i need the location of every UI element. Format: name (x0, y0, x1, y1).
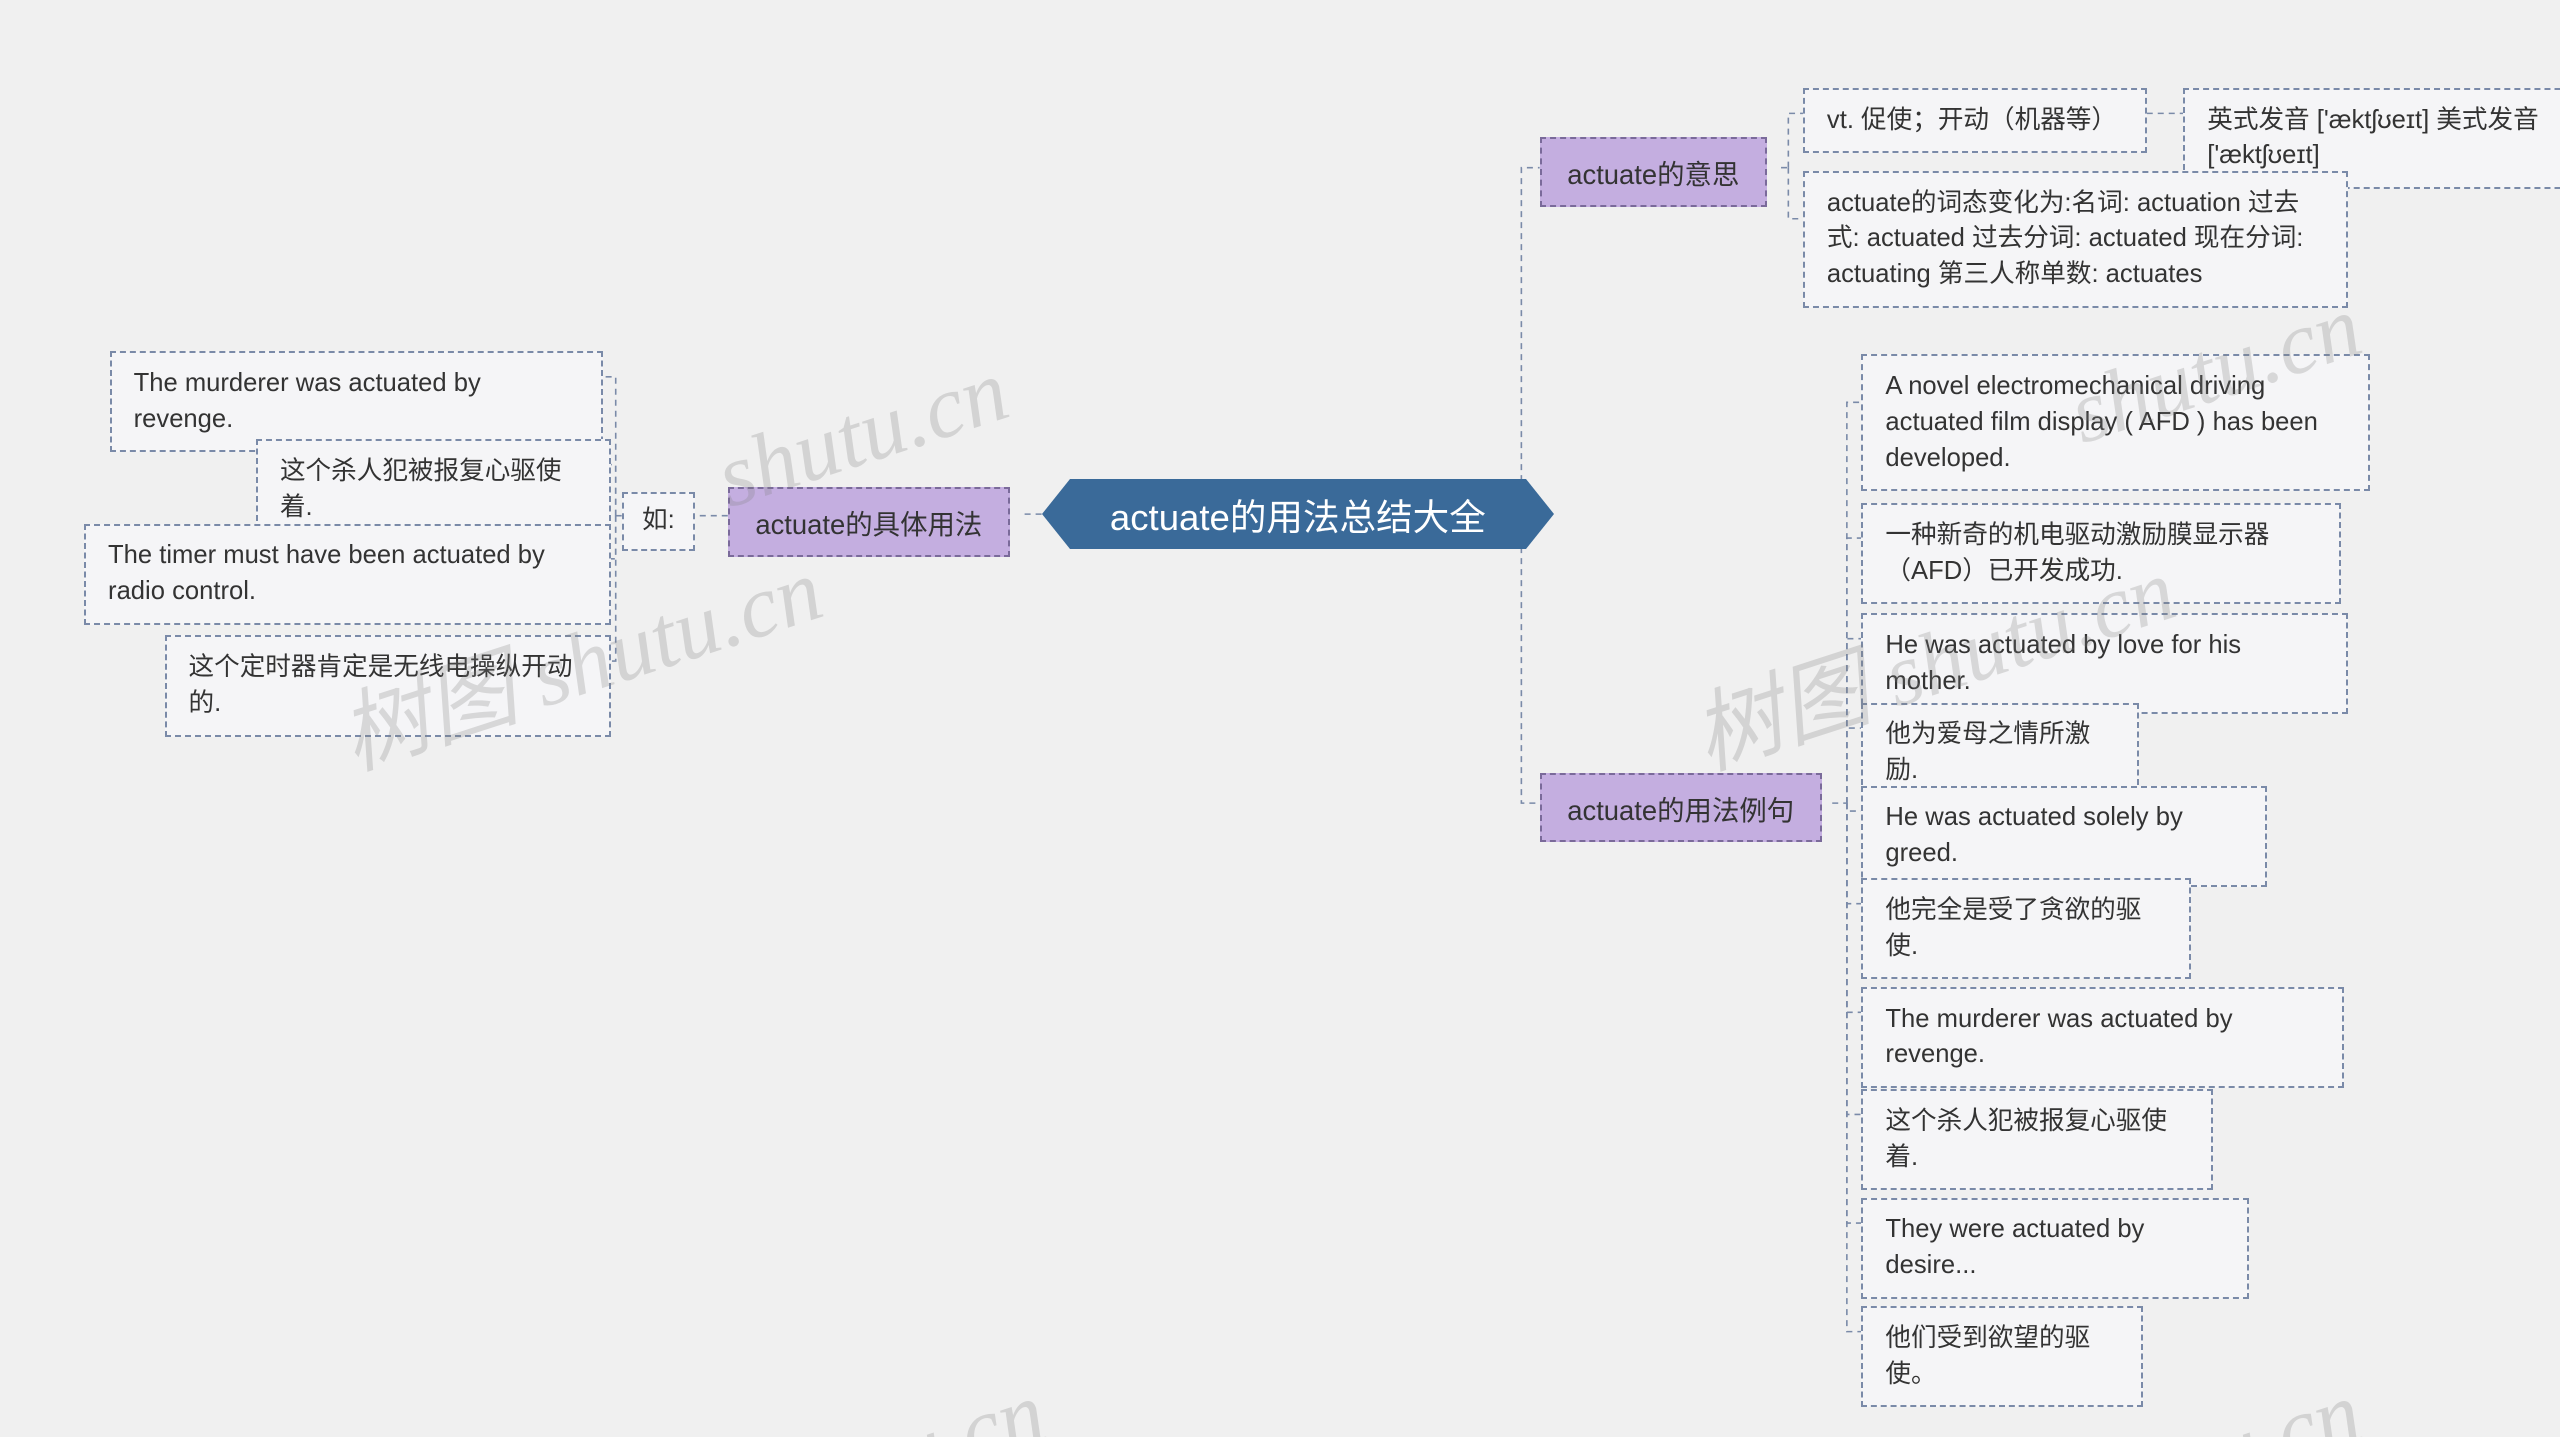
leaf-example-4: He was actuated solely by greed. (1861, 786, 2267, 887)
leaf-example-1-label: 一种新奇的机电驱动激励膜显示器（AFD）已开发成功. (1885, 518, 2316, 590)
leaf-meaning-2-label: actuate的词态变化为:名词: actuation 过去式: actuate… (1827, 186, 2324, 293)
leaf-example-3-label: 他为爱母之情所激励. (1885, 717, 2115, 789)
branch-usage-label: actuate的具体用法 (755, 502, 982, 542)
watermark-text: shutu.cn (742, 1363, 1056, 1437)
leaf-usage-2-label: The timer must have been actuated by rad… (108, 538, 587, 610)
leaf-example-2-label: He was actuated by love for his mother. (1885, 628, 2324, 700)
leaf-meaning-1-label: 英式发音 ['æktʃʊeɪt] 美式发音 ['æktʃʊeɪt] (2207, 103, 2560, 175)
leaf-example-6: The murderer was actuated by revenge. (1861, 987, 2344, 1088)
leaf-example-9-label: 他们受到欲望的驱使。 (1885, 1321, 2119, 1393)
leaf-example-0: A novel electromechanical driving actuat… (1861, 354, 2369, 491)
leaf-example-5-label: 他完全是受了贪欲的驱使. (1885, 893, 2166, 965)
root-label: actuate的用法总结大全 (1110, 488, 1486, 541)
leaf-usage-3-label: 这个定时器肯定是无线电操纵开动的. (189, 650, 587, 722)
leaf-usage-1-label: 这个杀人犯被报复心驱使着. (280, 454, 587, 526)
watermark: shutu.cn (741, 1361, 1057, 1437)
branch-meaning-label: actuate的意思 (1567, 152, 1739, 192)
leaf-usage-2: The timer must have been actuated by rad… (84, 524, 611, 625)
branch-meaning: actuate的意思 (1540, 137, 1767, 207)
leaf-usage-3: 这个定时器肯定是无线电操纵开动的. (165, 635, 611, 736)
branch-examples-label: actuate的用法例句 (1567, 788, 1794, 828)
leaf-example-1: 一种新奇的机电驱动激励膜显示器（AFD）已开发成功. (1861, 503, 2340, 604)
leaf-example-5: 他完全是受了贪欲的驱使. (1861, 878, 2190, 979)
leaf-example-8-label: They were actuated by desire... (1885, 1212, 2225, 1284)
leaf-example-7: 这个杀人犯被报复心驱使着. (1861, 1089, 2212, 1190)
leaf-example-8: They were actuated by desire... (1861, 1198, 2249, 1299)
node-ru: 如: (622, 492, 695, 551)
leaf-example-0-label: A novel electromechanical driving actuat… (1885, 369, 2345, 476)
leaf-example-2: He was actuated by love for his mother. (1861, 613, 2347, 714)
leaf-example-9: 他们受到欲望的驱使。 (1861, 1306, 2143, 1407)
leaf-meaning-2: actuate的词态变化为:名词: actuation 过去式: actuate… (1803, 171, 2348, 308)
leaf-usage-0: The murderer was actuated by revenge. (110, 351, 604, 452)
leaf-meaning-0-label: vt. 促使；开动（机器等） (1827, 103, 2117, 139)
leaf-example-4-label: He was actuated solely by greed. (1885, 800, 2243, 872)
leaf-meaning-0: vt. 促使；开动（机器等） (1803, 88, 2147, 153)
branch-examples: actuate的用法例句 (1540, 773, 1822, 843)
leaf-usage-0-label: The murderer was actuated by revenge. (134, 366, 580, 438)
branch-usage: actuate的具体用法 (728, 487, 1010, 557)
leaf-example-6-label: The murderer was actuated by revenge. (1885, 1002, 2320, 1074)
node-ru-label: 如: (642, 503, 675, 539)
leaf-example-7-label: 这个杀人犯被报复心驱使着. (1885, 1104, 2188, 1176)
root-node: actuate的用法总结大全 (1070, 479, 1526, 549)
